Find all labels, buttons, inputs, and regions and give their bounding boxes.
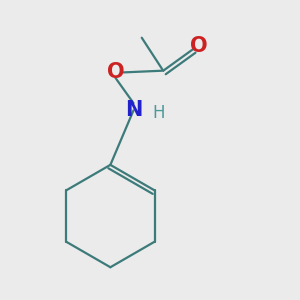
Text: H: H: [152, 104, 164, 122]
Text: N: N: [125, 100, 142, 120]
Text: O: O: [190, 36, 208, 56]
Text: O: O: [106, 62, 124, 82]
